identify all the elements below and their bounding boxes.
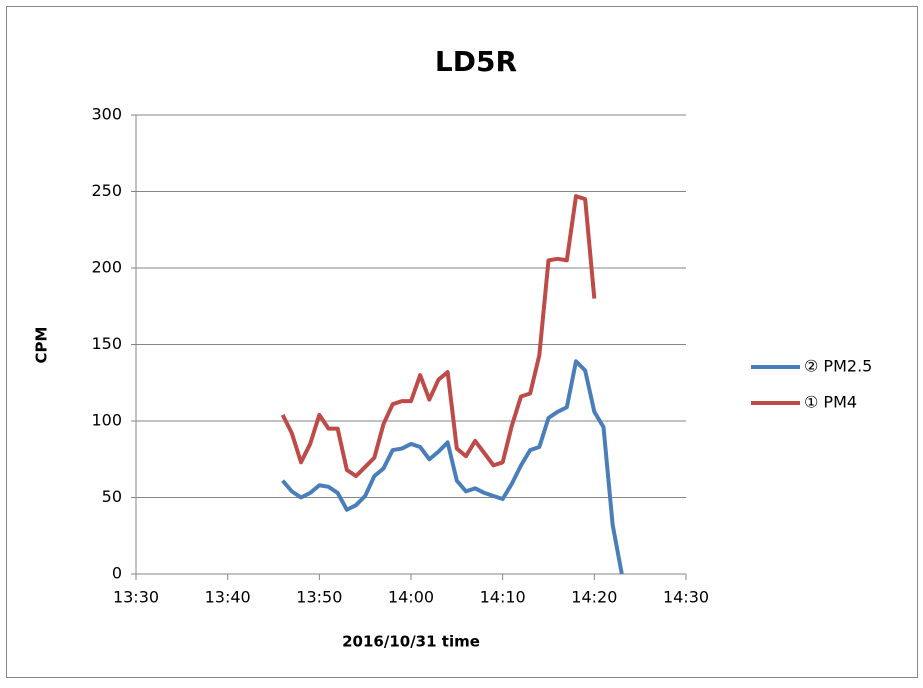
x-tick-label: 14:00 xyxy=(388,588,434,607)
x-tick-label: 13:40 xyxy=(205,588,251,607)
y-axis-label: CPM xyxy=(33,327,51,364)
y-tick-label: 300 xyxy=(91,105,122,124)
y-tick-label: 0 xyxy=(112,564,122,583)
x-axis-label: 2016/10/31 time xyxy=(342,633,480,651)
x-tick-label: 14:10 xyxy=(480,588,526,607)
series-line xyxy=(280,194,597,479)
x-tick-label: 13:50 xyxy=(296,588,342,607)
chart-border xyxy=(6,6,918,678)
y-tick-label: 150 xyxy=(91,334,122,353)
y-tick-label: 200 xyxy=(91,258,122,277)
y-tick-label: 250 xyxy=(91,181,122,200)
y-tick-label: 100 xyxy=(91,411,122,430)
chart-title: LD5R xyxy=(435,45,517,78)
x-tick-label: 14:20 xyxy=(571,588,617,607)
legend-label: ② PM2.5 xyxy=(804,357,872,376)
x-tick-label: 14:30 xyxy=(663,588,709,607)
y-tick-label: 50 xyxy=(102,487,122,506)
x-tick-label: 13:30 xyxy=(113,588,159,607)
series-line xyxy=(281,359,624,575)
legend-label: ① PM4 xyxy=(804,393,857,412)
